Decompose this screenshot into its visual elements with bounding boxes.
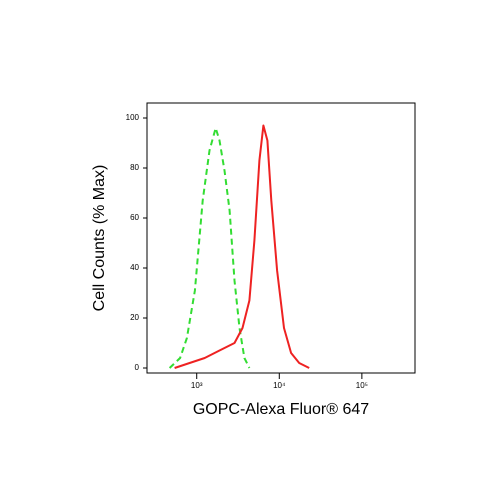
y-axis-label: Cell Counts (% Max) <box>91 165 108 312</box>
x-tick-label: 10⁵ <box>356 381 368 390</box>
y-tick-label: 20 <box>130 313 139 322</box>
x-axis-label: GOPC-Alexa Fluor® 647 <box>193 401 369 418</box>
y-tick-label: 0 <box>135 363 140 372</box>
x-tick-label: 10⁴ <box>273 381 286 390</box>
x-tick-label: 10³ <box>191 381 203 390</box>
y-tick-label: 60 <box>130 213 139 222</box>
series-line <box>174 124 310 369</box>
series-line <box>168 127 251 369</box>
plot-frame <box>146 102 416 374</box>
y-tick-label: 80 <box>130 163 139 172</box>
y-tick-label: 100 <box>126 113 140 122</box>
y-tick-label: 40 <box>130 263 139 272</box>
